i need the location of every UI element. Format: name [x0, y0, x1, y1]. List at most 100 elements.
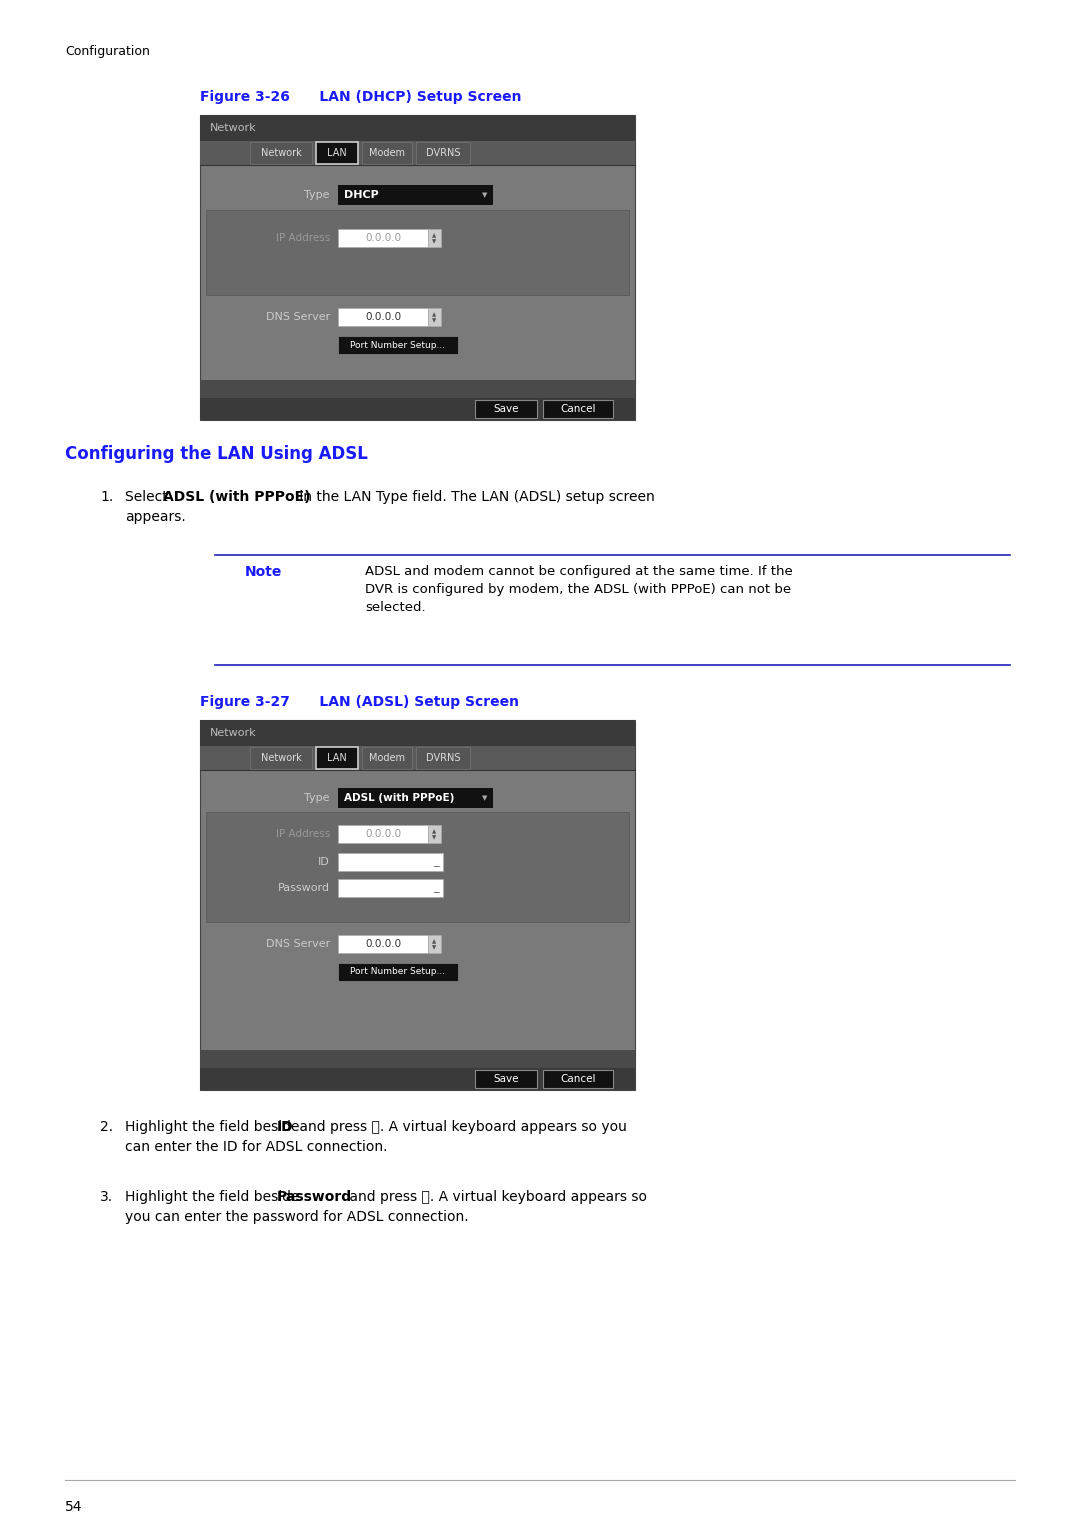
Text: 2.: 2.: [100, 1120, 113, 1134]
Bar: [338, 787, 492, 807]
Bar: [338, 229, 428, 247]
Text: Network: Network: [210, 124, 257, 133]
Text: Figure 3-26: Figure 3-26: [200, 90, 289, 104]
Bar: [200, 398, 635, 420]
Bar: [200, 720, 635, 746]
Bar: [543, 400, 613, 418]
Bar: [200, 1050, 635, 1090]
Text: 0.0.0.0: 0.0.0.0: [365, 311, 401, 322]
Text: Password: Password: [276, 1190, 352, 1204]
Bar: [249, 748, 312, 769]
Text: and press Ⓞ. A virtual keyboard appears so you: and press Ⓞ. A virtual keyboard appears …: [295, 1120, 626, 1134]
Bar: [428, 826, 441, 842]
Text: DHCP: DHCP: [345, 191, 379, 200]
Text: Network: Network: [260, 752, 301, 763]
Text: 0.0.0.0: 0.0.0.0: [365, 233, 401, 243]
Bar: [200, 746, 635, 771]
Text: 0.0.0.0: 0.0.0.0: [365, 829, 401, 839]
Text: selected.: selected.: [365, 601, 426, 613]
Text: Highlight the field beside: Highlight the field beside: [125, 1190, 303, 1204]
Text: ID: ID: [319, 858, 330, 867]
Text: can enter the ID for ADSL connection.: can enter the ID for ADSL connection.: [125, 1140, 388, 1154]
Text: LAN (DHCP) Setup Screen: LAN (DHCP) Setup Screen: [295, 90, 522, 104]
Bar: [206, 211, 629, 295]
Bar: [338, 853, 443, 871]
Text: Cancel: Cancel: [561, 404, 596, 414]
Text: ▼: ▼: [483, 795, 488, 801]
Text: Type: Type: [305, 191, 330, 200]
Bar: [362, 748, 411, 769]
Text: Type: Type: [305, 794, 330, 803]
Bar: [428, 308, 441, 327]
Text: ▲: ▲: [432, 940, 436, 945]
Bar: [200, 1068, 635, 1090]
Text: ▼: ▼: [432, 946, 436, 951]
Text: LAN (ADSL) Setup Screen: LAN (ADSL) Setup Screen: [295, 694, 519, 710]
Text: ▲: ▲: [432, 313, 436, 317]
Text: ▼: ▼: [432, 319, 436, 324]
Text: IP Address: IP Address: [275, 829, 330, 839]
Text: LAN: LAN: [327, 148, 347, 159]
Text: DVRNS: DVRNS: [426, 148, 460, 159]
Text: Figure 3-27: Figure 3-27: [200, 694, 289, 710]
Bar: [428, 935, 441, 954]
Text: Select: Select: [125, 490, 172, 504]
Text: ID: ID: [276, 1120, 294, 1134]
Text: and press Ⓞ. A virtual keyboard appears so: and press Ⓞ. A virtual keyboard appears …: [345, 1190, 647, 1204]
Text: 3.: 3.: [100, 1190, 113, 1204]
Text: ADSL and modem cannot be configured at the same time. If the: ADSL and modem cannot be configured at t…: [365, 565, 793, 578]
Text: ▲: ▲: [432, 233, 436, 238]
Text: Note: Note: [245, 565, 282, 578]
Bar: [338, 879, 443, 897]
Bar: [338, 963, 458, 981]
Text: 54: 54: [65, 1500, 82, 1514]
Text: Network: Network: [210, 728, 257, 739]
Text: _: _: [433, 858, 438, 867]
Text: ADSL (with PPPoE): ADSL (with PPPoE): [345, 794, 455, 803]
Text: ▼: ▼: [483, 192, 488, 198]
Bar: [206, 812, 629, 922]
Bar: [475, 1070, 537, 1088]
Text: Modem: Modem: [369, 148, 405, 159]
Text: Network: Network: [260, 148, 301, 159]
Bar: [338, 336, 458, 354]
Bar: [249, 142, 312, 163]
Bar: [416, 142, 470, 163]
Text: DVR is configured by modem, the ADSL (with PPPoE) can not be: DVR is configured by modem, the ADSL (wi…: [365, 583, 792, 597]
Text: Configuration: Configuration: [65, 44, 150, 58]
Text: Port Number Setup...: Port Number Setup...: [350, 967, 446, 977]
Bar: [475, 400, 537, 418]
Text: ▼: ▼: [432, 240, 436, 244]
Text: Highlight the field beside: Highlight the field beside: [125, 1120, 303, 1134]
Bar: [338, 185, 492, 204]
Text: Configuring the LAN Using ADSL: Configuring the LAN Using ADSL: [65, 446, 368, 462]
Bar: [200, 140, 635, 165]
Text: ADSL (with PPPoE): ADSL (with PPPoE): [163, 490, 311, 504]
Text: DNS Server: DNS Server: [266, 938, 330, 949]
Text: 1.: 1.: [100, 490, 113, 504]
Bar: [200, 114, 635, 420]
Text: appears.: appears.: [125, 510, 186, 523]
Text: ▼: ▼: [432, 836, 436, 841]
Text: Port Number Setup...: Port Number Setup...: [350, 340, 446, 349]
Bar: [316, 748, 357, 769]
Text: IP Address: IP Address: [275, 233, 330, 243]
Text: Save: Save: [494, 1074, 518, 1083]
Text: 0.0.0.0: 0.0.0.0: [365, 938, 401, 949]
Bar: [338, 935, 428, 954]
Text: Save: Save: [494, 404, 518, 414]
Text: Modem: Modem: [369, 752, 405, 763]
Bar: [316, 142, 357, 163]
Text: in the LAN Type field. The LAN (ADSL) setup screen: in the LAN Type field. The LAN (ADSL) se…: [295, 490, 654, 504]
Text: ▲: ▲: [432, 830, 436, 835]
Text: you can enter the password for ADSL connection.: you can enter the password for ADSL conn…: [125, 1210, 469, 1224]
Bar: [338, 308, 428, 327]
Bar: [338, 826, 428, 842]
Bar: [362, 142, 411, 163]
Bar: [200, 720, 635, 1090]
Text: _: _: [433, 884, 438, 893]
Text: DNS Server: DNS Server: [266, 311, 330, 322]
Bar: [543, 1070, 613, 1088]
Text: LAN: LAN: [327, 752, 347, 763]
Text: Password: Password: [278, 884, 330, 893]
